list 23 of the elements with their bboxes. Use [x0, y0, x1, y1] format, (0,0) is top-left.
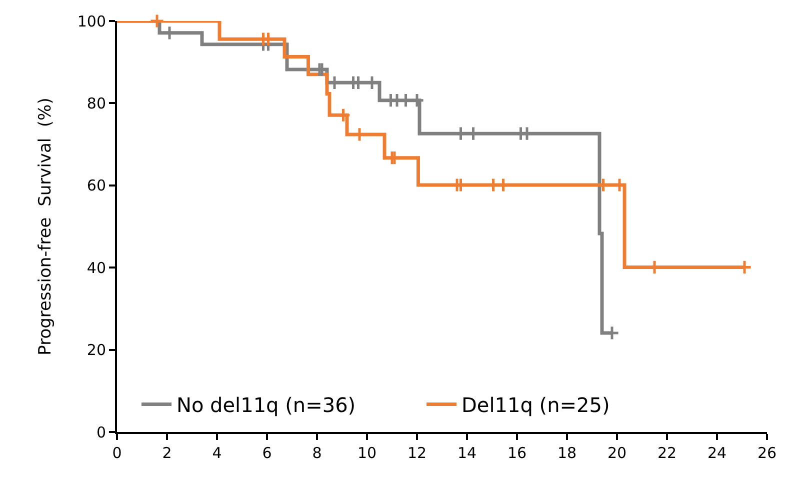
x-tick-label: 14 [457, 444, 477, 462]
x-tick-label: 2 [162, 444, 172, 462]
y-tick-label: 60 [86, 176, 106, 195]
x-tick-label: 6 [262, 444, 272, 462]
y-tick-label: 100 [77, 12, 106, 30]
x-tick-label: 20 [607, 444, 627, 462]
x-tick-label: 10 [357, 444, 377, 462]
x-tick-label: 16 [507, 444, 527, 462]
y-tick-label: 20 [86, 341, 106, 360]
y-axis-title: Progression-free Survival (%) [35, 98, 56, 356]
x-tick-label: 22 [657, 444, 677, 462]
legend-label: Del11q (n=25) [462, 393, 610, 418]
legend-label: No del11q (n=36) [176, 393, 356, 418]
x-tick-label: 26 [757, 444, 777, 462]
x-tick-label: 4 [212, 444, 222, 462]
y-tick-label: 40 [86, 258, 106, 277]
x-tick-label: 24 [707, 444, 727, 462]
x-tick-label: 0 [112, 444, 122, 462]
y-tick-label: 0 [96, 423, 106, 442]
y-tick-label: 80 [86, 94, 106, 112]
x-tick-label: 12 [407, 444, 427, 462]
x-tick-label: 18 [557, 444, 577, 462]
x-tick-label: 8 [312, 444, 322, 462]
